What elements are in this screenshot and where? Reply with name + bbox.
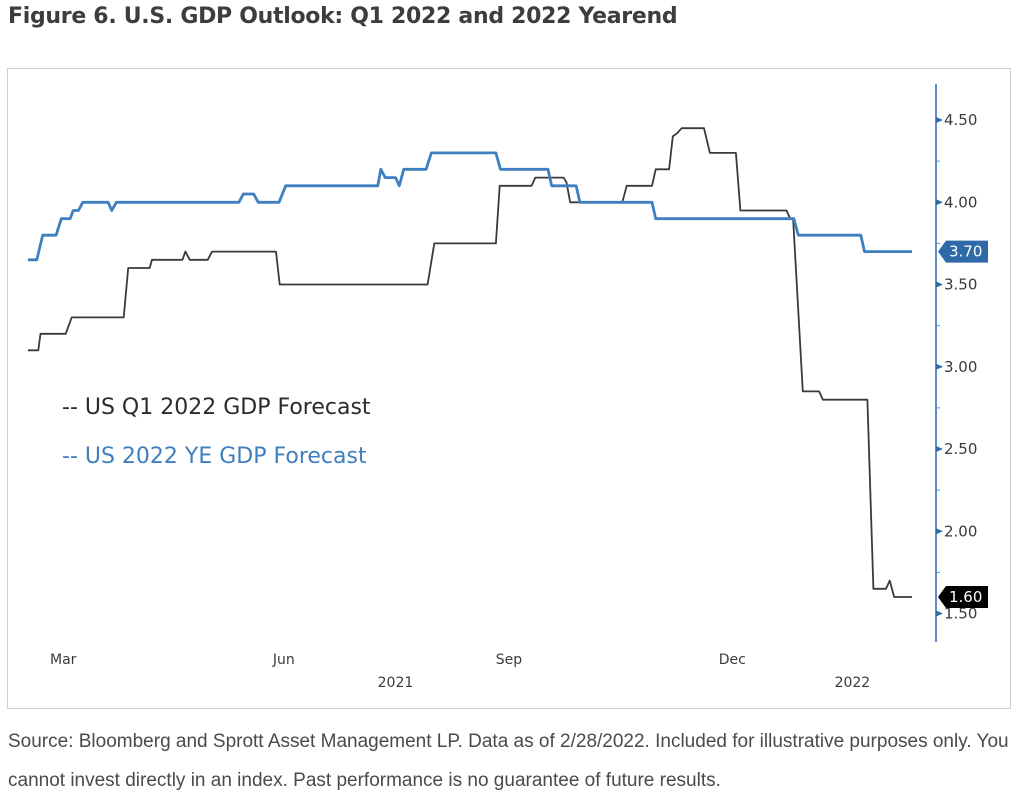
x-tick-label: Mar <box>50 652 77 668</box>
chart-svg: 4.50 4.00 3.50 3.00 2.50 2.00 1.50 Mar Jun Sep De… <box>27 84 988 691</box>
last-value-label-ye: 3.70 <box>949 243 982 261</box>
y-tick-marker <box>936 528 943 535</box>
x-axis: Mar Jun Sep Dec 2021 2022 <box>50 652 870 691</box>
chart-frame <box>7 68 1011 709</box>
y-tick-marker <box>936 199 943 206</box>
x-tick-label: Jun <box>272 652 295 668</box>
y-tick-label: 4.50 <box>944 111 977 129</box>
y-tick-marker <box>936 281 943 288</box>
y-tick-label: 3.50 <box>944 276 977 294</box>
x-tick-label: Sep <box>496 652 523 668</box>
y-tick-marker <box>936 363 943 370</box>
legend-entry-q1: -- US Q1 2022 GDP Forecast <box>62 395 371 420</box>
series-line-q1 <box>27 127 912 598</box>
y-tick-label: 3.00 <box>944 358 977 376</box>
source-note: Source: Bloomberg and Sprott Asset Manag… <box>8 731 1009 791</box>
y-tick-label: 2.00 <box>944 522 977 540</box>
legend-entry-ye: -- US 2022 YE GDP Forecast <box>62 444 367 469</box>
last-value-badge-q1 <box>938 586 988 609</box>
y-tick-label: 2.50 <box>944 440 977 458</box>
y-axis: 4.50 4.00 3.50 3.00 2.50 2.00 1.50 <box>935 84 977 642</box>
y-tick-label: 1.50 <box>944 605 977 623</box>
y-tick-marker <box>936 446 943 452</box>
x-year-label: 2022 <box>835 675 871 691</box>
series-layer <box>27 127 912 598</box>
y-tick-label: 4.00 <box>944 193 977 211</box>
y-tick-marker <box>936 610 943 617</box>
x-year-label: 2021 <box>378 675 414 691</box>
last-value-badge-ye <box>938 240 988 263</box>
y-tick-marker <box>936 117 943 123</box>
series-line-ye <box>27 151 912 262</box>
last-value-label-q1: 1.60 <box>949 588 982 606</box>
figure-title: Figure 6. U.S. GDP Outlook: Q1 2022 and … <box>8 4 678 29</box>
legend: -- US Q1 2022 GDP Forecast -- US 2022 YE… <box>62 395 371 469</box>
x-tick-label: Dec <box>719 652 746 668</box>
last-value-badges: 3.70 1.60 <box>938 240 988 609</box>
